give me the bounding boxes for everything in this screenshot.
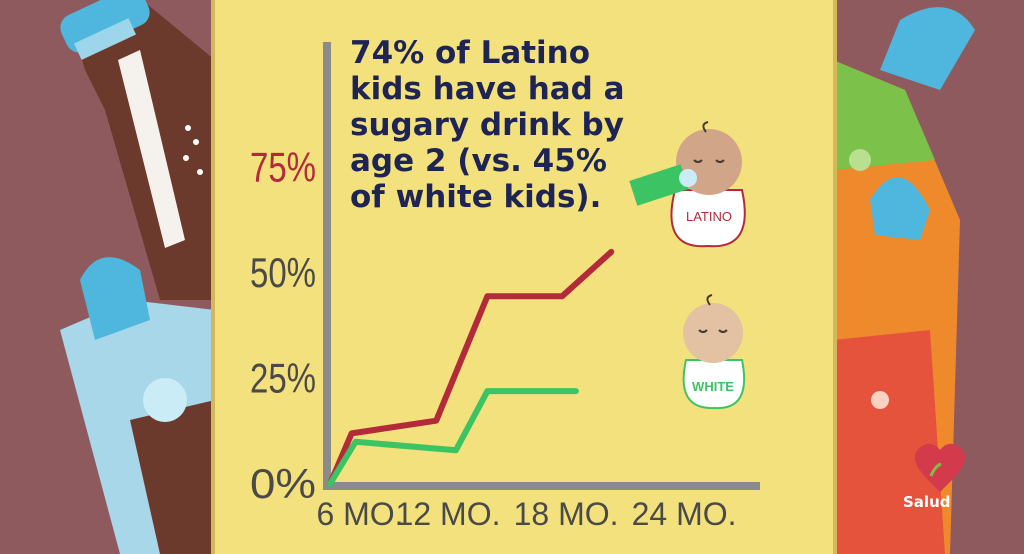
x-tick-labels: 6 MO.12 MO. 18 MO. 24 MO.	[316, 496, 736, 532]
latino-series-label: LATINO	[686, 209, 732, 224]
baby-bottle-icon	[60, 257, 215, 554]
latino-baby-icon: LATINO	[629, 121, 746, 248]
juice-bottle-icon	[833, 7, 975, 554]
logo-text: Salud	[903, 493, 951, 511]
salud-logo-icon	[914, 443, 966, 492]
y-tick-label: 25%	[250, 355, 316, 402]
white-baby-icon: WHITE	[682, 294, 746, 410]
y-tick-labels: 0% 25% 50% 75%	[250, 144, 316, 508]
y-tick-label: 75%	[250, 144, 316, 191]
x-tick-label: 6 MO.	[316, 496, 403, 532]
series-layer	[327, 248, 615, 487]
x-tick-label: 18 MO.	[514, 496, 619, 532]
headline: 74% of Latino kids have had a sugary dri…	[350, 35, 625, 215]
chart-panel	[215, 0, 833, 554]
x-tick-label: 12 MO.	[396, 496, 501, 532]
soda-bottle-icon	[60, 0, 215, 300]
series-line-white	[327, 388, 579, 487]
y-tick-label: 50%	[250, 249, 316, 296]
juice-box-icon	[629, 164, 689, 206]
series-line-latino	[327, 248, 615, 487]
y-tick-label: 0%	[250, 460, 316, 507]
white-series-label: WHITE	[692, 379, 734, 394]
x-tick-label: 24 MO.	[632, 496, 737, 532]
